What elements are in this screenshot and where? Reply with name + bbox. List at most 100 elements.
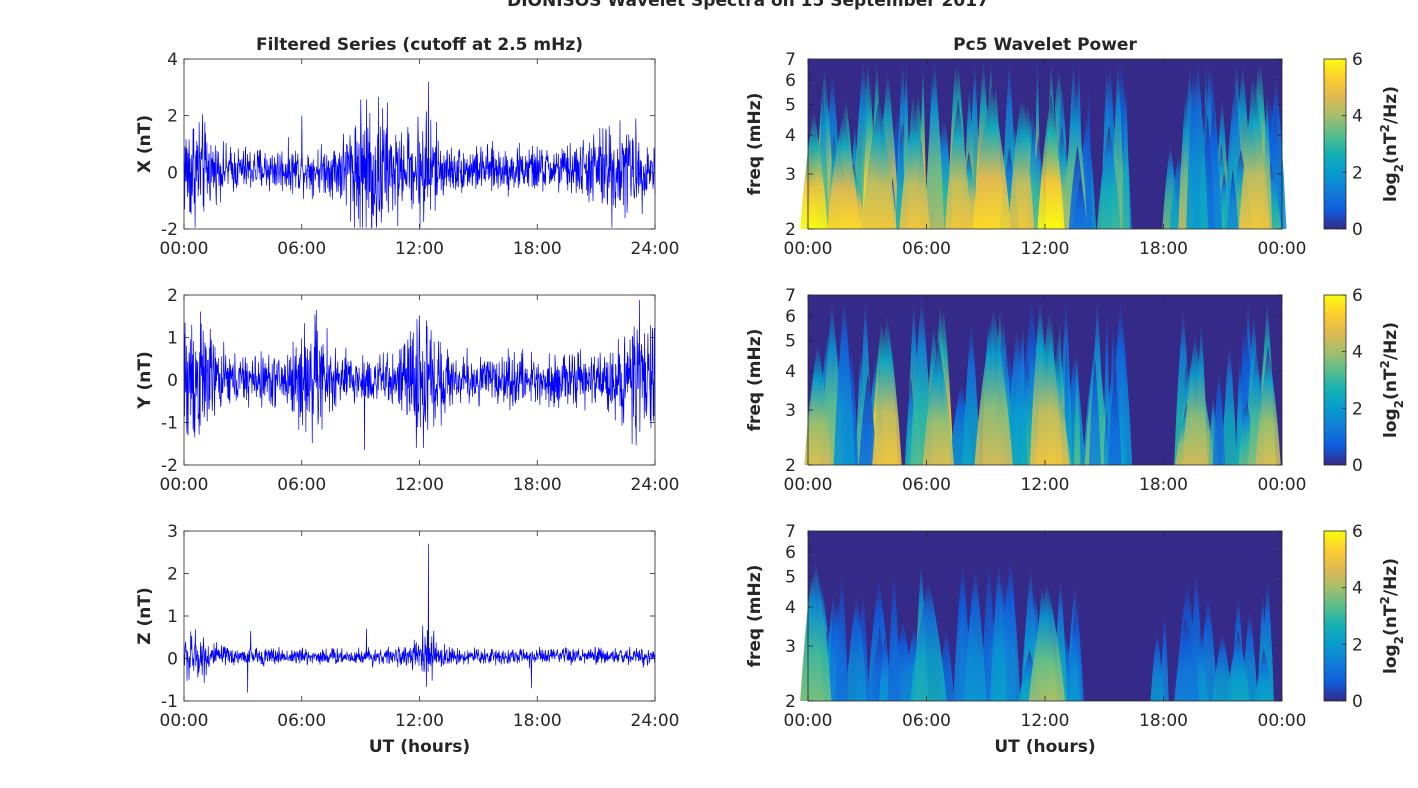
colorbar-tick-label: 6 xyxy=(1352,522,1363,542)
x-tick-label: 18:00 xyxy=(1139,475,1188,495)
power-plume xyxy=(1073,346,1081,465)
series-panel-1: 00:00 06:00 12:00 18:00 24:00 -2 -1 0 1 2 Y (nT) xyxy=(135,286,680,495)
colorbar-tick-label: 6 xyxy=(1352,286,1363,306)
y-tick-label: 2 xyxy=(785,692,796,712)
y-axis-label: Y (nT) xyxy=(135,351,155,409)
colorbar-label: log2(nT2/Hz) xyxy=(1378,322,1406,438)
power-plume xyxy=(1108,366,1122,465)
y-tick-label: 3 xyxy=(785,401,796,421)
power-plume xyxy=(1085,80,1092,230)
y-tick-label: 2 xyxy=(785,220,796,240)
y-tick-label: 6 xyxy=(785,543,796,563)
power-plume xyxy=(879,634,891,701)
colorbar-gradient xyxy=(1323,530,1347,702)
power-plume xyxy=(887,569,901,701)
power-plume xyxy=(1150,631,1164,701)
colorbar-tick-label: 2 xyxy=(1352,399,1363,419)
y-tick-label: 7 xyxy=(785,522,796,542)
y-tick-label: 5 xyxy=(785,332,796,352)
y-tick-label: 6 xyxy=(785,307,796,327)
power-plume xyxy=(945,98,972,229)
y-axis-label: X (nT) xyxy=(135,115,155,173)
x-tick-label: 12:00 xyxy=(395,475,444,495)
y-tick-label: 3 xyxy=(167,522,178,542)
x-tick-label: 12:00 xyxy=(1021,239,1070,259)
power-plume xyxy=(1186,64,1202,230)
power-plume xyxy=(1008,96,1035,229)
y-tick-label: 6 xyxy=(785,71,796,91)
colorbar-label: log2(nT2/Hz) xyxy=(1378,558,1406,674)
y-tick-label: 4 xyxy=(785,362,796,382)
x-tick-label: 06:00 xyxy=(902,239,951,259)
colorbar-0: 0 2 4 6 log2(nT2/Hz) xyxy=(1323,50,1406,240)
y-tick-label: 4 xyxy=(785,598,796,618)
y-tick-label: 0 xyxy=(167,163,178,183)
y-axis-label: Z (nT) xyxy=(135,587,155,644)
x-tick-label: 12:00 xyxy=(395,239,444,259)
y-tick-label: 3 xyxy=(785,637,796,657)
power-plume xyxy=(974,307,1013,465)
power-plume xyxy=(962,321,981,465)
power-plume xyxy=(964,566,987,701)
power-plume xyxy=(1226,630,1250,701)
power-plume xyxy=(861,98,897,229)
x-tick-label: 06:00 xyxy=(902,711,951,731)
y-tick-label: 5 xyxy=(785,568,796,588)
y-axis-label: freq (mHz) xyxy=(745,329,765,432)
y-tick-label: -1 xyxy=(161,414,178,434)
power-plume xyxy=(1102,411,1111,465)
power-plume xyxy=(972,84,1012,229)
x-tick-label: 06:00 xyxy=(277,711,326,731)
colorbar-tick-label: 0 xyxy=(1352,456,1363,476)
power-plume xyxy=(1227,169,1239,229)
x-tick-label: 00:00 xyxy=(160,239,209,259)
x-tick-label: 06:00 xyxy=(902,475,951,495)
power-plume xyxy=(1068,615,1080,701)
series-line xyxy=(183,543,656,693)
y-tick-label: 4 xyxy=(785,126,796,146)
power-plume xyxy=(1182,333,1208,465)
power-plume xyxy=(1239,78,1270,230)
power-plume xyxy=(924,59,945,229)
x-tick-label: 18:00 xyxy=(513,711,562,731)
y-tick-label: 5 xyxy=(785,96,796,116)
x-axis-label: UT (hours) xyxy=(994,737,1095,757)
colorbar-tick-label: 2 xyxy=(1352,635,1363,655)
x-tick-label: 18:00 xyxy=(1139,239,1188,259)
colorbar-tick-label: 0 xyxy=(1352,692,1363,712)
x-tick-label: 06:00 xyxy=(277,475,326,495)
x-tick-label: 00:00 xyxy=(1258,239,1307,259)
power-plume xyxy=(910,578,947,701)
power-plume xyxy=(1028,582,1066,701)
x-tick-label: 00:00 xyxy=(1258,475,1307,495)
power-plume xyxy=(1160,612,1169,701)
colorbar-tick-label: 4 xyxy=(1352,343,1363,363)
x-tick-label: 00:00 xyxy=(1258,711,1307,731)
x-axis-label: UT (hours) xyxy=(369,737,470,757)
y-tick-label: -2 xyxy=(161,220,178,240)
x-tick-label: 24:00 xyxy=(631,239,680,259)
power-plume xyxy=(1221,341,1238,465)
power-plume xyxy=(1037,92,1065,229)
x-tick-label: 12:00 xyxy=(1021,475,1070,495)
series-line xyxy=(183,300,656,451)
y-axis-label: freq (mHz) xyxy=(745,93,765,196)
x-tick-label: 18:00 xyxy=(513,475,562,495)
x-tick-label: 18:00 xyxy=(513,239,562,259)
y-tick-label: 0 xyxy=(167,371,178,391)
colorbar-gradient xyxy=(1323,294,1347,466)
power-plume xyxy=(872,314,902,465)
colorbar-2: 0 2 4 6 log2(nT2/Hz) xyxy=(1323,522,1406,712)
x-tick-label: 00:00 xyxy=(160,475,209,495)
y-tick-label: 2 xyxy=(785,456,796,476)
y-tick-label: 2 xyxy=(167,565,178,585)
colorbar-1: 0 2 4 6 log2(nT2/Hz) xyxy=(1323,286,1406,476)
power-plume xyxy=(1073,177,1088,229)
y-axis-label: freq (mHz) xyxy=(745,565,765,668)
power-plume xyxy=(845,594,868,701)
power-plume xyxy=(1035,311,1063,465)
y-tick-label: 1 xyxy=(167,329,178,349)
colorbar-tick-label: 2 xyxy=(1352,163,1363,183)
